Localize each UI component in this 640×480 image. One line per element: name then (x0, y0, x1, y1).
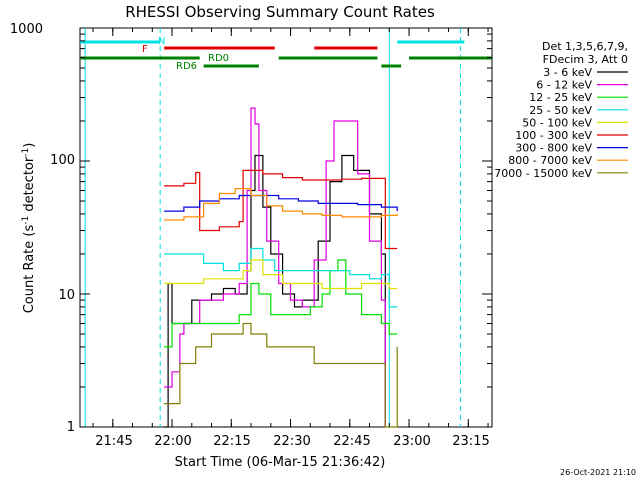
x-axis-label: Start Time (06-Mar-15 21:36:42) (175, 455, 386, 470)
legend-header-1: Det 1,3,5,6,7,9, (542, 40, 628, 53)
y-tick-1000: 1000 (10, 22, 43, 37)
series-line-3 (164, 259, 398, 348)
chart-title: RHESSI Observing Summary Count Rates (125, 3, 435, 21)
legend-label-7: 300 - 800 keV (515, 142, 592, 155)
series-line-6 (164, 169, 398, 250)
legend-label-4: 25 - 50 keV (529, 104, 592, 117)
series-line-2 (164, 107, 386, 427)
x-axis-ticks (92, 28, 489, 427)
annotation-f: F (142, 44, 148, 55)
legend-label-3: 12 - 25 keV (529, 91, 592, 104)
status-bars (80, 40, 492, 68)
series-line-9 (164, 322, 398, 428)
y-tick-1: 1 (67, 420, 75, 435)
legend: Det 1,3,5,6,7,9, FDecim 3, Att 0 3 - 6 k… (494, 40, 628, 180)
x-tick-2145: 21:45 (95, 434, 132, 449)
legend-label-2: 6 - 12 keV (536, 79, 592, 92)
y-tick-10: 10 (58, 288, 75, 303)
series-line-1 (164, 154, 386, 428)
annotation-rd6: RD6 (176, 61, 197, 72)
legend-label-5: 50 - 100 keV (522, 116, 592, 129)
legend-label-1: 3 - 6 keV (543, 66, 592, 79)
series-layer (164, 107, 398, 428)
footer-timestamp: 26-Oct-2021 21:10 (560, 468, 636, 477)
series-line-8 (164, 188, 398, 221)
plot-frame (79, 27, 493, 428)
x-tick-2300: 23:00 (393, 434, 430, 449)
legend-label-9: 7000 - 15000 keV (494, 167, 592, 180)
y-axis-label: Count Rate (s-1 detector-1) (21, 143, 37, 314)
series-line-4 (164, 247, 398, 308)
legend-header-2: FDecim 3, Att 0 (543, 53, 628, 66)
legend-label-6: 100 - 300 keV (515, 129, 592, 142)
annotation-n: N (158, 36, 165, 47)
x-tick-2230: 22:30 (273, 434, 310, 449)
series-line-7 (164, 194, 398, 212)
x-tick-2245: 22:45 (333, 434, 370, 449)
y-axis-ticks (80, 33, 492, 428)
y-tick-100: 100 (50, 153, 75, 168)
series-line-5 (164, 259, 398, 290)
annotation-rd0: RD0 (208, 53, 229, 64)
legend-label-8: 800 - 7000 keV (508, 154, 592, 167)
vertical-lines (84, 28, 461, 427)
x-tick-2315: 23:15 (452, 434, 489, 449)
x-tick-2200: 22:00 (154, 434, 191, 449)
x-tick-2215: 22:15 (213, 434, 250, 449)
